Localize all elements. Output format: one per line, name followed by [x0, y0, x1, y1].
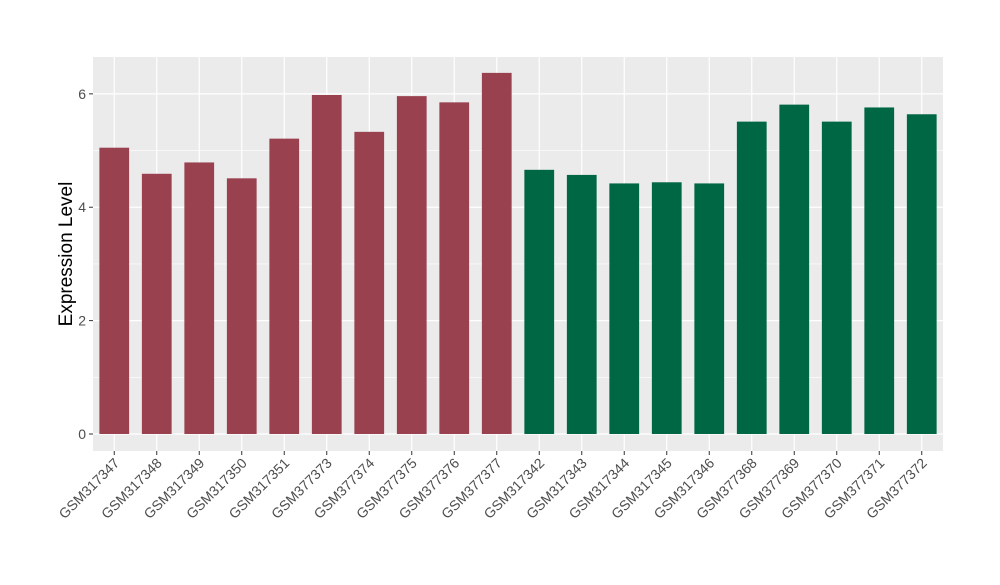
- bar-GSM317348: [141, 173, 172, 434]
- bar-GSM377376: [439, 102, 470, 434]
- bar-GSM317349: [184, 162, 215, 434]
- bar-GSM317345: [651, 182, 682, 434]
- bar-GSM377377: [481, 72, 512, 434]
- bar-GSM377368: [736, 121, 767, 434]
- bar-GSM317342: [524, 169, 555, 434]
- x-axis: GSM317347GSM317348GSM317349GSM317350GSM3…: [55, 451, 930, 522]
- y-tick-label: 6: [78, 86, 86, 102]
- y-axis-label: Expression Level: [56, 182, 77, 327]
- bar-GSM317351: [269, 138, 300, 434]
- y-tick-label: 2: [78, 313, 86, 329]
- bar-GSM317350: [226, 178, 257, 434]
- y-axis: 0 2 4 6: [78, 86, 93, 442]
- y-tick-label: 4: [78, 199, 86, 215]
- bar-GSM377373: [311, 94, 342, 434]
- bar-GSM317343: [566, 174, 597, 434]
- bar-GSM377374: [354, 131, 385, 434]
- bar-GSM317344: [609, 183, 640, 434]
- bar-GSM377371: [864, 107, 895, 434]
- bar-GSM377369: [779, 104, 810, 434]
- bar-GSM317347: [99, 147, 130, 434]
- bars: [99, 72, 937, 434]
- bar-GSM377375: [396, 96, 427, 434]
- y-tick-label: 0: [78, 426, 86, 442]
- bar-GSM377372: [906, 114, 937, 434]
- bar-GSM317346: [694, 183, 725, 434]
- plot-panel: [93, 57, 943, 451]
- bar-GSM377370: [821, 121, 852, 434]
